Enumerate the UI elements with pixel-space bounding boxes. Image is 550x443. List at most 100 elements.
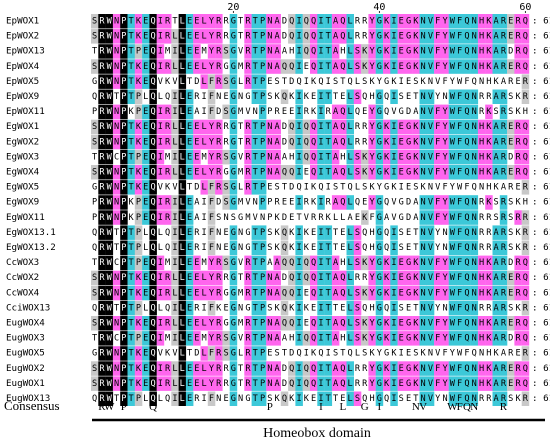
residue: I: [296, 198, 301, 208]
residue: T: [129, 379, 134, 389]
residue-shade-high: [426, 376, 435, 391]
residue: L: [202, 77, 207, 87]
residue: I: [172, 47, 177, 57]
residue: G: [223, 288, 228, 298]
residue-shade-high: [324, 119, 333, 135]
residue: T: [326, 243, 331, 253]
residue-shade-high: [375, 195, 384, 210]
residue: E: [143, 198, 148, 208]
residue-shade-medium: [485, 285, 493, 301]
residue: A: [333, 47, 339, 57]
alignment-row: EgWOX13.2 Q R W T P T P L Q L Q I L E R I F N E G N G T P S K Q K I K E…: [6, 240, 550, 255]
residue: N: [267, 17, 272, 27]
residue: R: [523, 349, 529, 359]
residue: K: [369, 183, 375, 193]
residue: K: [384, 47, 390, 57]
residue: Y: [442, 107, 448, 117]
residue: Q: [311, 122, 316, 132]
residue-shade-high: [375, 134, 384, 150]
residue: P: [136, 334, 141, 344]
residue-shade-low: [521, 180, 530, 195]
residue: E: [406, 183, 411, 193]
residue-shade-high: [185, 89, 194, 104]
residue: P: [121, 198, 126, 208]
residue: T: [253, 288, 258, 298]
residue: L: [143, 228, 148, 238]
residue: W: [107, 137, 113, 147]
residue: Y: [369, 258, 375, 268]
residue-shade-medium: [266, 270, 274, 286]
alignment-row: EugWOX1 S R W N P T K E Q I R L L E E L Y R R G T R T P N A D Q I Q Q I T…: [6, 376, 550, 391]
residue: N: [421, 152, 426, 162]
residue: S: [355, 334, 360, 344]
residue-shade-high: [251, 149, 260, 165]
residue-shade-conserved: [120, 149, 128, 165]
residue-shade-high: [142, 44, 150, 59]
residue-shade-conserved: [149, 104, 157, 120]
residue: Q: [304, 137, 309, 147]
residue: I: [318, 62, 323, 72]
residue-shade-high: [185, 331, 194, 346]
residue-shade-medium: [521, 44, 530, 59]
residue: A: [275, 152, 281, 162]
residue: Q: [311, 258, 316, 268]
residue-shade-high: [229, 240, 238, 255]
residue: R: [501, 364, 507, 374]
residue: Q: [150, 349, 155, 359]
residue-shade-high: [142, 210, 150, 225]
residue-shade-medium: [193, 134, 201, 150]
residue-shade-high: [142, 195, 150, 210]
residue: R: [245, 32, 251, 42]
residue: M: [165, 152, 170, 162]
residue: I: [296, 273, 301, 283]
residue: H: [479, 364, 484, 374]
residue-shade-medium: [244, 361, 252, 376]
residue: K: [216, 303, 222, 313]
residue-shade-conserved: [178, 59, 187, 74]
residue: P: [260, 394, 265, 404]
residue-shade-medium: [412, 14, 420, 29]
residue-shade-high: [127, 74, 135, 89]
residue: N: [442, 303, 447, 313]
residue: K: [304, 228, 310, 238]
residue: W: [107, 228, 113, 238]
residue-shade-high: [127, 29, 135, 44]
residue-shade-medium: [477, 165, 486, 180]
residue-shade-low: [288, 134, 296, 150]
residue: K: [136, 168, 142, 178]
residue: W: [450, 394, 456, 404]
residue: S: [267, 243, 272, 253]
residue: W: [107, 349, 113, 359]
residue: R: [245, 77, 251, 87]
residue: I: [202, 243, 207, 253]
residue-shade-conserved: [178, 74, 187, 89]
residue: N: [472, 107, 477, 117]
residue-shade-high: [127, 300, 135, 316]
residue: V: [428, 319, 433, 329]
sequence-length: : 61: [532, 197, 550, 208]
residue: V: [428, 228, 433, 238]
residue: L: [172, 122, 177, 132]
residue: I: [391, 17, 396, 27]
sequence-length: : 61: [532, 151, 550, 162]
residue: I: [391, 288, 396, 298]
residue-shade-conserved: [120, 391, 128, 406]
residue: K: [486, 258, 492, 268]
residue: A: [413, 107, 419, 117]
residue: T: [129, 122, 134, 132]
residue-shade-conserved: [105, 240, 114, 255]
residue: N: [267, 364, 272, 374]
residue-shade-medium: [310, 44, 318, 59]
residue: R: [275, 198, 281, 208]
residue: H: [479, 168, 484, 178]
residue-shade-high: [426, 225, 435, 240]
residue: W: [107, 273, 113, 283]
residue: E: [515, 77, 520, 87]
residue: V: [391, 198, 396, 208]
residue: G: [377, 379, 382, 389]
residue: Q: [304, 32, 309, 42]
residue-shade-medium: [200, 134, 208, 150]
residue: E: [399, 364, 404, 374]
residue: Y: [442, 364, 448, 374]
residue: T: [92, 47, 97, 57]
